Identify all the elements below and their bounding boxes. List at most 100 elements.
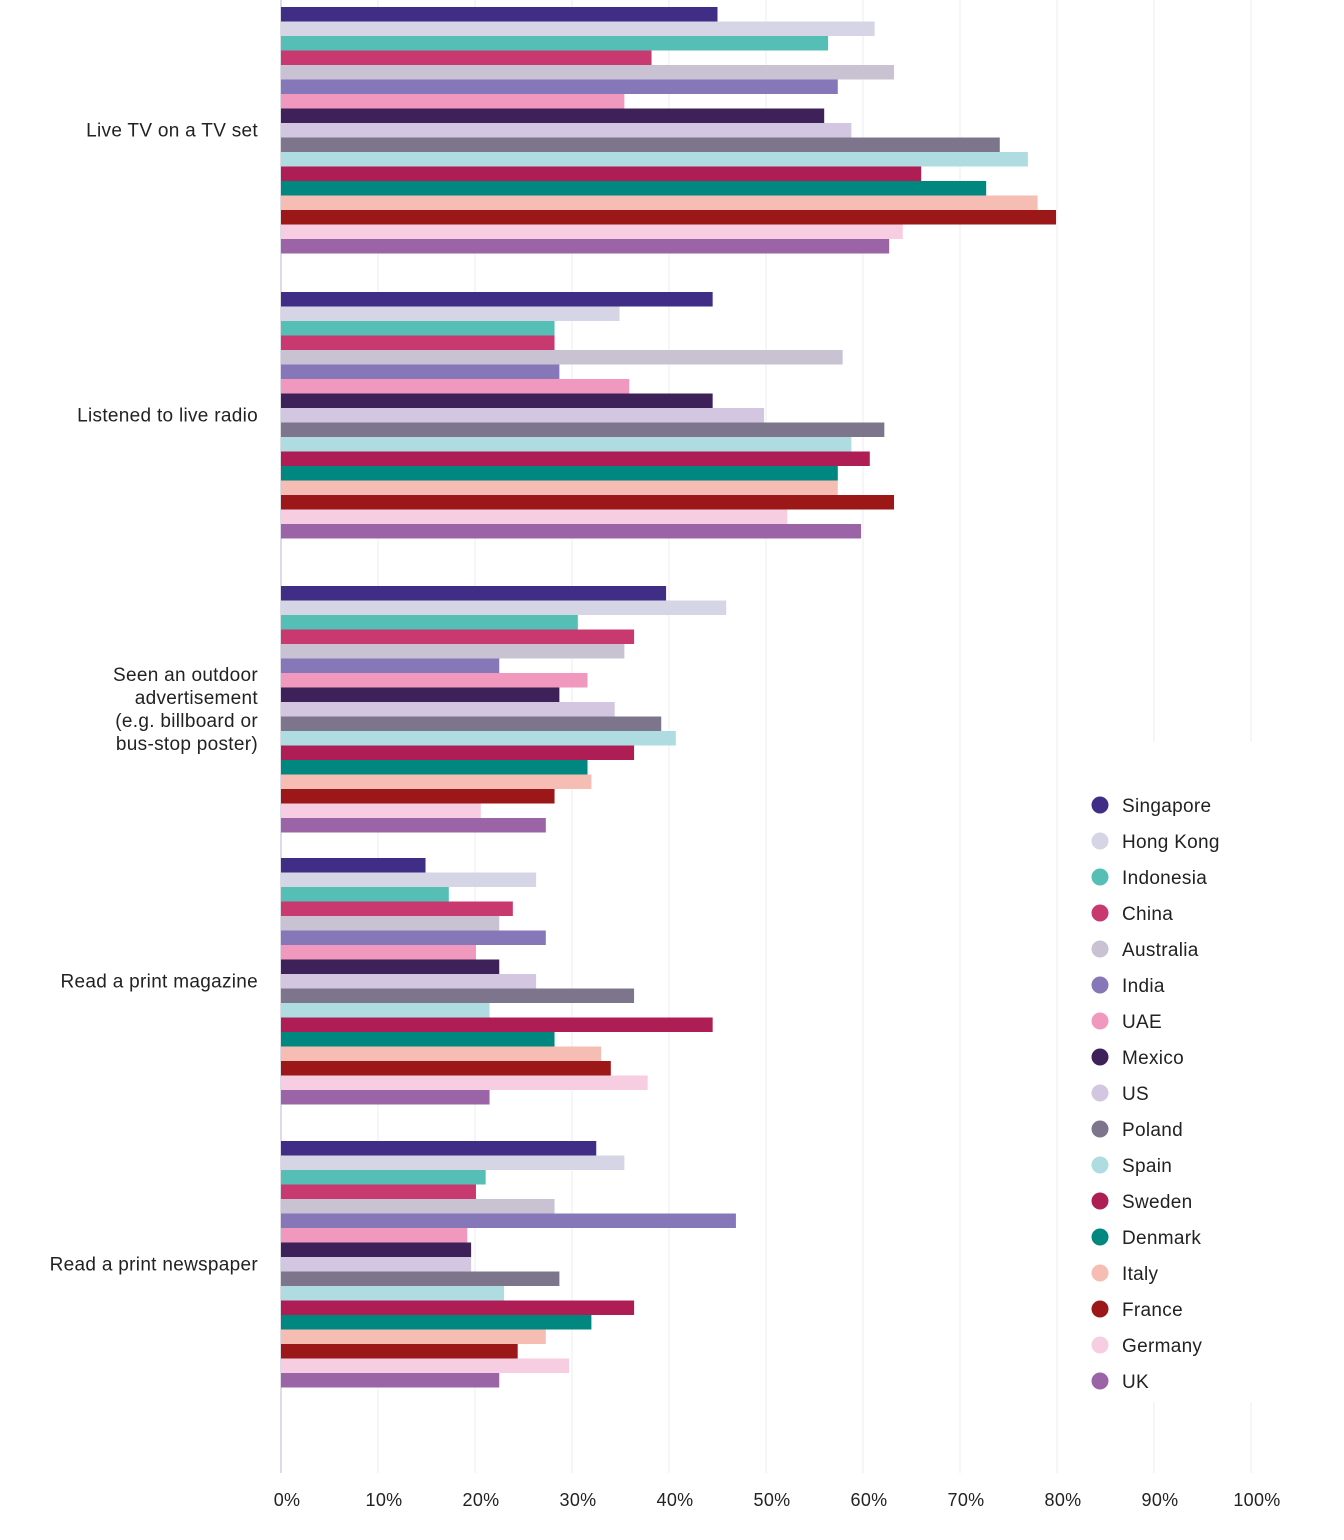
- bar-singapore-4: [281, 1141, 597, 1156]
- bar-spain-2: [281, 731, 676, 746]
- bar-poland-0: [281, 137, 1000, 152]
- bar-hong-kong-0: [281, 21, 875, 36]
- category-label: bus-stop poster): [116, 734, 258, 755]
- bar-china-0: [281, 50, 652, 65]
- legend-label: Spain: [1122, 1156, 1172, 1177]
- category-label: Read a print newspaper: [50, 1254, 259, 1275]
- bar-us-3: [281, 974, 537, 989]
- legend-label: Italy: [1122, 1264, 1159, 1285]
- x-tick-label: 80%: [1045, 1490, 1082, 1510]
- bar-india-2: [281, 658, 500, 673]
- legend-item-denmark: Denmark: [1091, 1228, 1201, 1249]
- legend-swatch: [1091, 1336, 1109, 1354]
- legend-item-germany: Germany: [1091, 1336, 1202, 1357]
- bar-china-2: [281, 629, 635, 644]
- bar-singapore-0: [281, 7, 718, 22]
- bar-sweden-3: [281, 1017, 713, 1032]
- bar-uae-1: [281, 379, 630, 394]
- x-tick-label: 60%: [851, 1490, 888, 1510]
- x-tick-label: 90%: [1142, 1490, 1179, 1510]
- bar-indonesia-1: [281, 321, 555, 336]
- bar-indonesia-4: [281, 1170, 486, 1185]
- bar-france-2: [281, 789, 555, 804]
- legend: Singapore Hong Kong Indonesia China Australi…: [1091, 796, 1220, 1393]
- legend-swatch: [1091, 796, 1109, 814]
- legend-item-mexico: Mexico: [1091, 1048, 1184, 1069]
- legend-swatch: [1091, 1192, 1109, 1210]
- bar-singapore-1: [281, 292, 713, 307]
- legend-item-india: India: [1091, 976, 1165, 997]
- legend-item-uk: UK: [1091, 1372, 1149, 1393]
- bar-india-1: [281, 364, 560, 379]
- bar-us-4: [281, 1257, 472, 1272]
- legend-label: Australia: [1122, 940, 1199, 961]
- legend-swatch: [1091, 1048, 1109, 1066]
- legend-label: US: [1122, 1084, 1149, 1105]
- legend-swatch: [1091, 1120, 1109, 1138]
- bar-australia-2: [281, 644, 625, 659]
- bar-hong-kong-2: [281, 600, 727, 615]
- legend-item-hong-kong: Hong Kong: [1091, 832, 1220, 853]
- bar-sweden-4: [281, 1300, 635, 1315]
- legend-item-poland: Poland: [1091, 1120, 1183, 1141]
- legend-label: Hong Kong: [1122, 832, 1220, 853]
- bar-hong-kong-3: [281, 872, 537, 887]
- bar-group-4: [281, 1141, 736, 1388]
- bar-france-0: [281, 210, 1057, 225]
- bar-india-4: [281, 1213, 736, 1228]
- bar-poland-3: [281, 988, 635, 1003]
- legend-label: Germany: [1122, 1336, 1202, 1357]
- bar-uae-4: [281, 1228, 468, 1243]
- bar-group-2: [281, 586, 727, 833]
- x-tick-label: 10%: [366, 1490, 403, 1510]
- bar-uk-0: [281, 239, 890, 254]
- bar-italy-4: [281, 1329, 546, 1344]
- bar-australia-3: [281, 916, 500, 931]
- legend-swatch: [1091, 976, 1109, 994]
- bar-singapore-2: [281, 586, 667, 601]
- bars: [281, 7, 1057, 1388]
- legend-label: UAE: [1122, 1012, 1162, 1033]
- legend-swatch: [1091, 1300, 1109, 1318]
- bar-spain-1: [281, 437, 852, 452]
- x-tick-label: 40%: [657, 1490, 694, 1510]
- bar-us-2: [281, 702, 615, 717]
- bar-uk-4: [281, 1373, 500, 1388]
- bar-germany-4: [281, 1358, 570, 1373]
- x-tick-label: 50%: [754, 1490, 791, 1510]
- legend-label: Indonesia: [1122, 868, 1207, 889]
- x-axis: 0% 10% 20% 30% 40% 50% 60% 70% 80% 90% 100%: [274, 1490, 1281, 1510]
- bar-us-1: [281, 408, 765, 423]
- legend-label: Denmark: [1122, 1228, 1201, 1249]
- x-tick-label: 20%: [463, 1490, 500, 1510]
- bar-spain-4: [281, 1286, 505, 1301]
- category-label: Read a print magazine: [61, 971, 258, 992]
- legend-item-sweden: Sweden: [1091, 1192, 1192, 1213]
- bar-uk-3: [281, 1090, 490, 1105]
- bar-france-1: [281, 495, 895, 510]
- category-label: advertisement: [135, 688, 259, 709]
- bar-denmark-4: [281, 1315, 592, 1330]
- bar-mexico-2: [281, 687, 560, 702]
- category-label: (e.g. billboard or: [115, 711, 258, 732]
- bar-france-4: [281, 1344, 518, 1359]
- legend-swatch: [1091, 1228, 1109, 1246]
- bar-italy-3: [281, 1046, 602, 1061]
- bar-indonesia-3: [281, 887, 449, 902]
- legend-label: Poland: [1122, 1120, 1183, 1141]
- bar-germany-2: [281, 803, 481, 818]
- bar-sweden-0: [281, 166, 922, 181]
- legend-swatch: [1091, 868, 1109, 886]
- bar-group-0: [281, 7, 1057, 254]
- bar-sweden-2: [281, 745, 635, 760]
- bar-hong-kong-1: [281, 306, 620, 321]
- legend-swatch: [1091, 904, 1109, 922]
- legend-label: Singapore: [1122, 796, 1211, 817]
- bar-group-1: [281, 292, 895, 539]
- legend-item-uae: UAE: [1091, 1012, 1162, 1033]
- bar-denmark-3: [281, 1032, 555, 1047]
- bar-poland-4: [281, 1271, 560, 1286]
- legend-swatch: [1091, 1264, 1109, 1282]
- bar-uae-3: [281, 945, 476, 960]
- bar-poland-1: [281, 422, 885, 437]
